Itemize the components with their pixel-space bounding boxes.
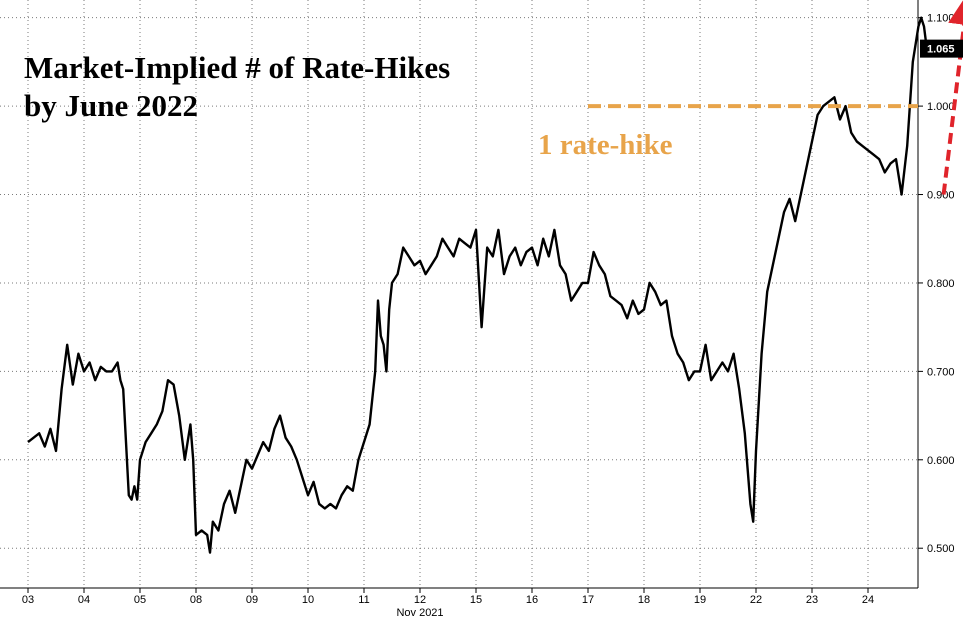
y-tick-label: 0.500	[927, 543, 955, 555]
badge-layer: 1.065	[920, 39, 963, 58]
rate-hike-annotation-label: 1 rate-hike	[538, 129, 673, 161]
x-tick-label: 12	[414, 594, 426, 606]
x-tick-label: 04	[78, 594, 90, 606]
x-tick-label: 16	[526, 594, 538, 606]
x-tick-label: 15	[470, 594, 482, 606]
y-tick-label: 0.700	[927, 366, 955, 378]
x-tick-label: 23	[806, 594, 818, 606]
chart-title-line-2: by June 2022	[24, 88, 198, 123]
x-tick-label: 08	[190, 594, 202, 606]
x-tick-label: 09	[246, 594, 258, 606]
chart-title-line-1: Market-Implied # of Rate-Hikes	[24, 50, 451, 85]
y-tick-label: 0.900	[927, 190, 955, 202]
y-tick-label: 0.800	[927, 278, 955, 290]
y-tick-label: 1.000	[927, 101, 955, 113]
x-tick-label: 19	[694, 594, 706, 606]
grid-layer	[0, 0, 918, 588]
y-tick-label: 0.600	[927, 455, 955, 467]
series-layer	[27, 16, 928, 554]
y-tick-label: 1.100	[927, 13, 955, 25]
last-value-badge	[920, 39, 963, 58]
last-value-badge-label: 1.065	[927, 44, 955, 56]
x-axis-label: Nov 2021	[396, 607, 443, 619]
x-tick-label: 18	[638, 594, 650, 606]
x-tick-label: 10	[302, 594, 314, 606]
x-tick-label: 17	[582, 594, 594, 606]
x-tick-label: 05	[134, 594, 146, 606]
x-tick-label: 24	[862, 594, 874, 606]
x-tick-label: 11	[358, 594, 369, 606]
series-line-0	[27, 16, 928, 554]
x-tick-label: 03	[22, 594, 34, 606]
x-tick-label: 22	[750, 594, 762, 606]
